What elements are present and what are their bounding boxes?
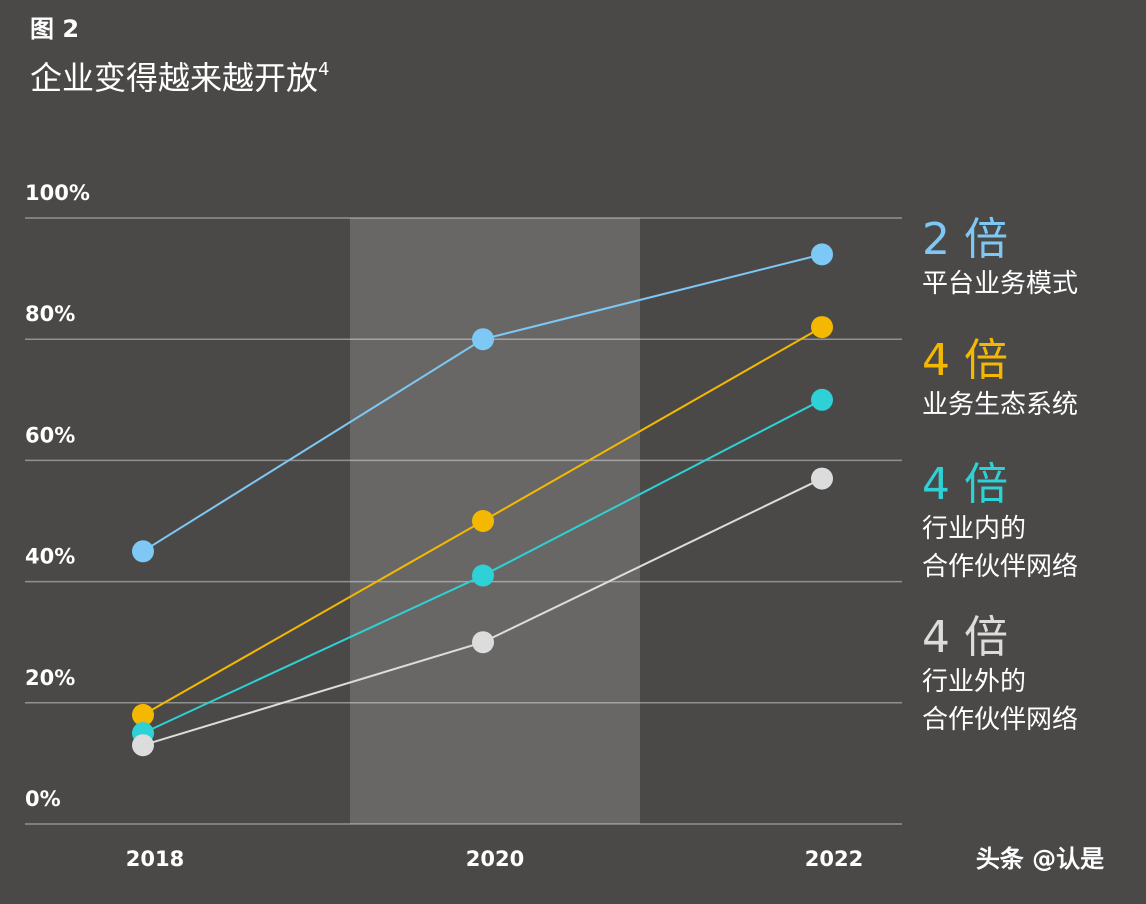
data-point bbox=[132, 540, 154, 563]
y-tick-label: 40% bbox=[25, 545, 75, 569]
legend-multiplier: 4 倍 bbox=[922, 335, 1008, 386]
legend-multiplier: 4 倍 bbox=[922, 612, 1008, 663]
data-point bbox=[472, 631, 494, 654]
legend-label: 行业内的 合作伙伴网络 bbox=[922, 514, 1079, 582]
data-point bbox=[811, 388, 833, 411]
data-point bbox=[472, 328, 494, 351]
x-tick-label: 2020 bbox=[466, 847, 524, 871]
y-tick-label: 20% bbox=[25, 666, 75, 690]
legend-label: 平台业务模式 bbox=[922, 269, 1079, 299]
data-point bbox=[811, 243, 833, 266]
legend-entry: 4 倍业务生态系统 bbox=[922, 336, 1078, 424]
legend-label: 行业外的 合作伙伴网络 bbox=[922, 667, 1079, 735]
y-tick-label: 60% bbox=[25, 423, 75, 447]
y-tick-label: 80% bbox=[25, 302, 75, 326]
data-point bbox=[132, 734, 154, 757]
data-point bbox=[811, 316, 833, 339]
x-tick-label: 2022 bbox=[805, 847, 863, 871]
legend-multiplier: 4 倍 bbox=[922, 459, 1008, 510]
legend-label: 业务生态系统 bbox=[922, 390, 1079, 420]
data-point bbox=[132, 703, 154, 726]
title-superscript: 4 bbox=[318, 59, 329, 80]
highlight-band bbox=[350, 218, 640, 824]
data-point bbox=[472, 564, 494, 587]
figure-label: 图 2 bbox=[30, 15, 79, 43]
legend-entry: 4 倍行业内的 合作伙伴网络 bbox=[922, 460, 1078, 586]
x-tick-label: 2018 bbox=[126, 847, 184, 871]
data-point bbox=[811, 467, 833, 490]
legend-entry: 2 倍平台业务模式 bbox=[922, 215, 1078, 303]
y-tick-label: 0% bbox=[25, 787, 61, 811]
chart-title: 企业变得越来越开放4 bbox=[30, 59, 329, 97]
watermark: 头条 @认是 bbox=[976, 845, 1104, 873]
data-point bbox=[472, 510, 494, 532]
legend-multiplier: 2 倍 bbox=[922, 214, 1008, 265]
legend-entry: 4 倍行业外的 合作伙伴网络 bbox=[922, 613, 1078, 739]
title-text: 企业变得越来越开放 bbox=[30, 59, 318, 97]
y-tick-label: 100% bbox=[25, 181, 90, 205]
